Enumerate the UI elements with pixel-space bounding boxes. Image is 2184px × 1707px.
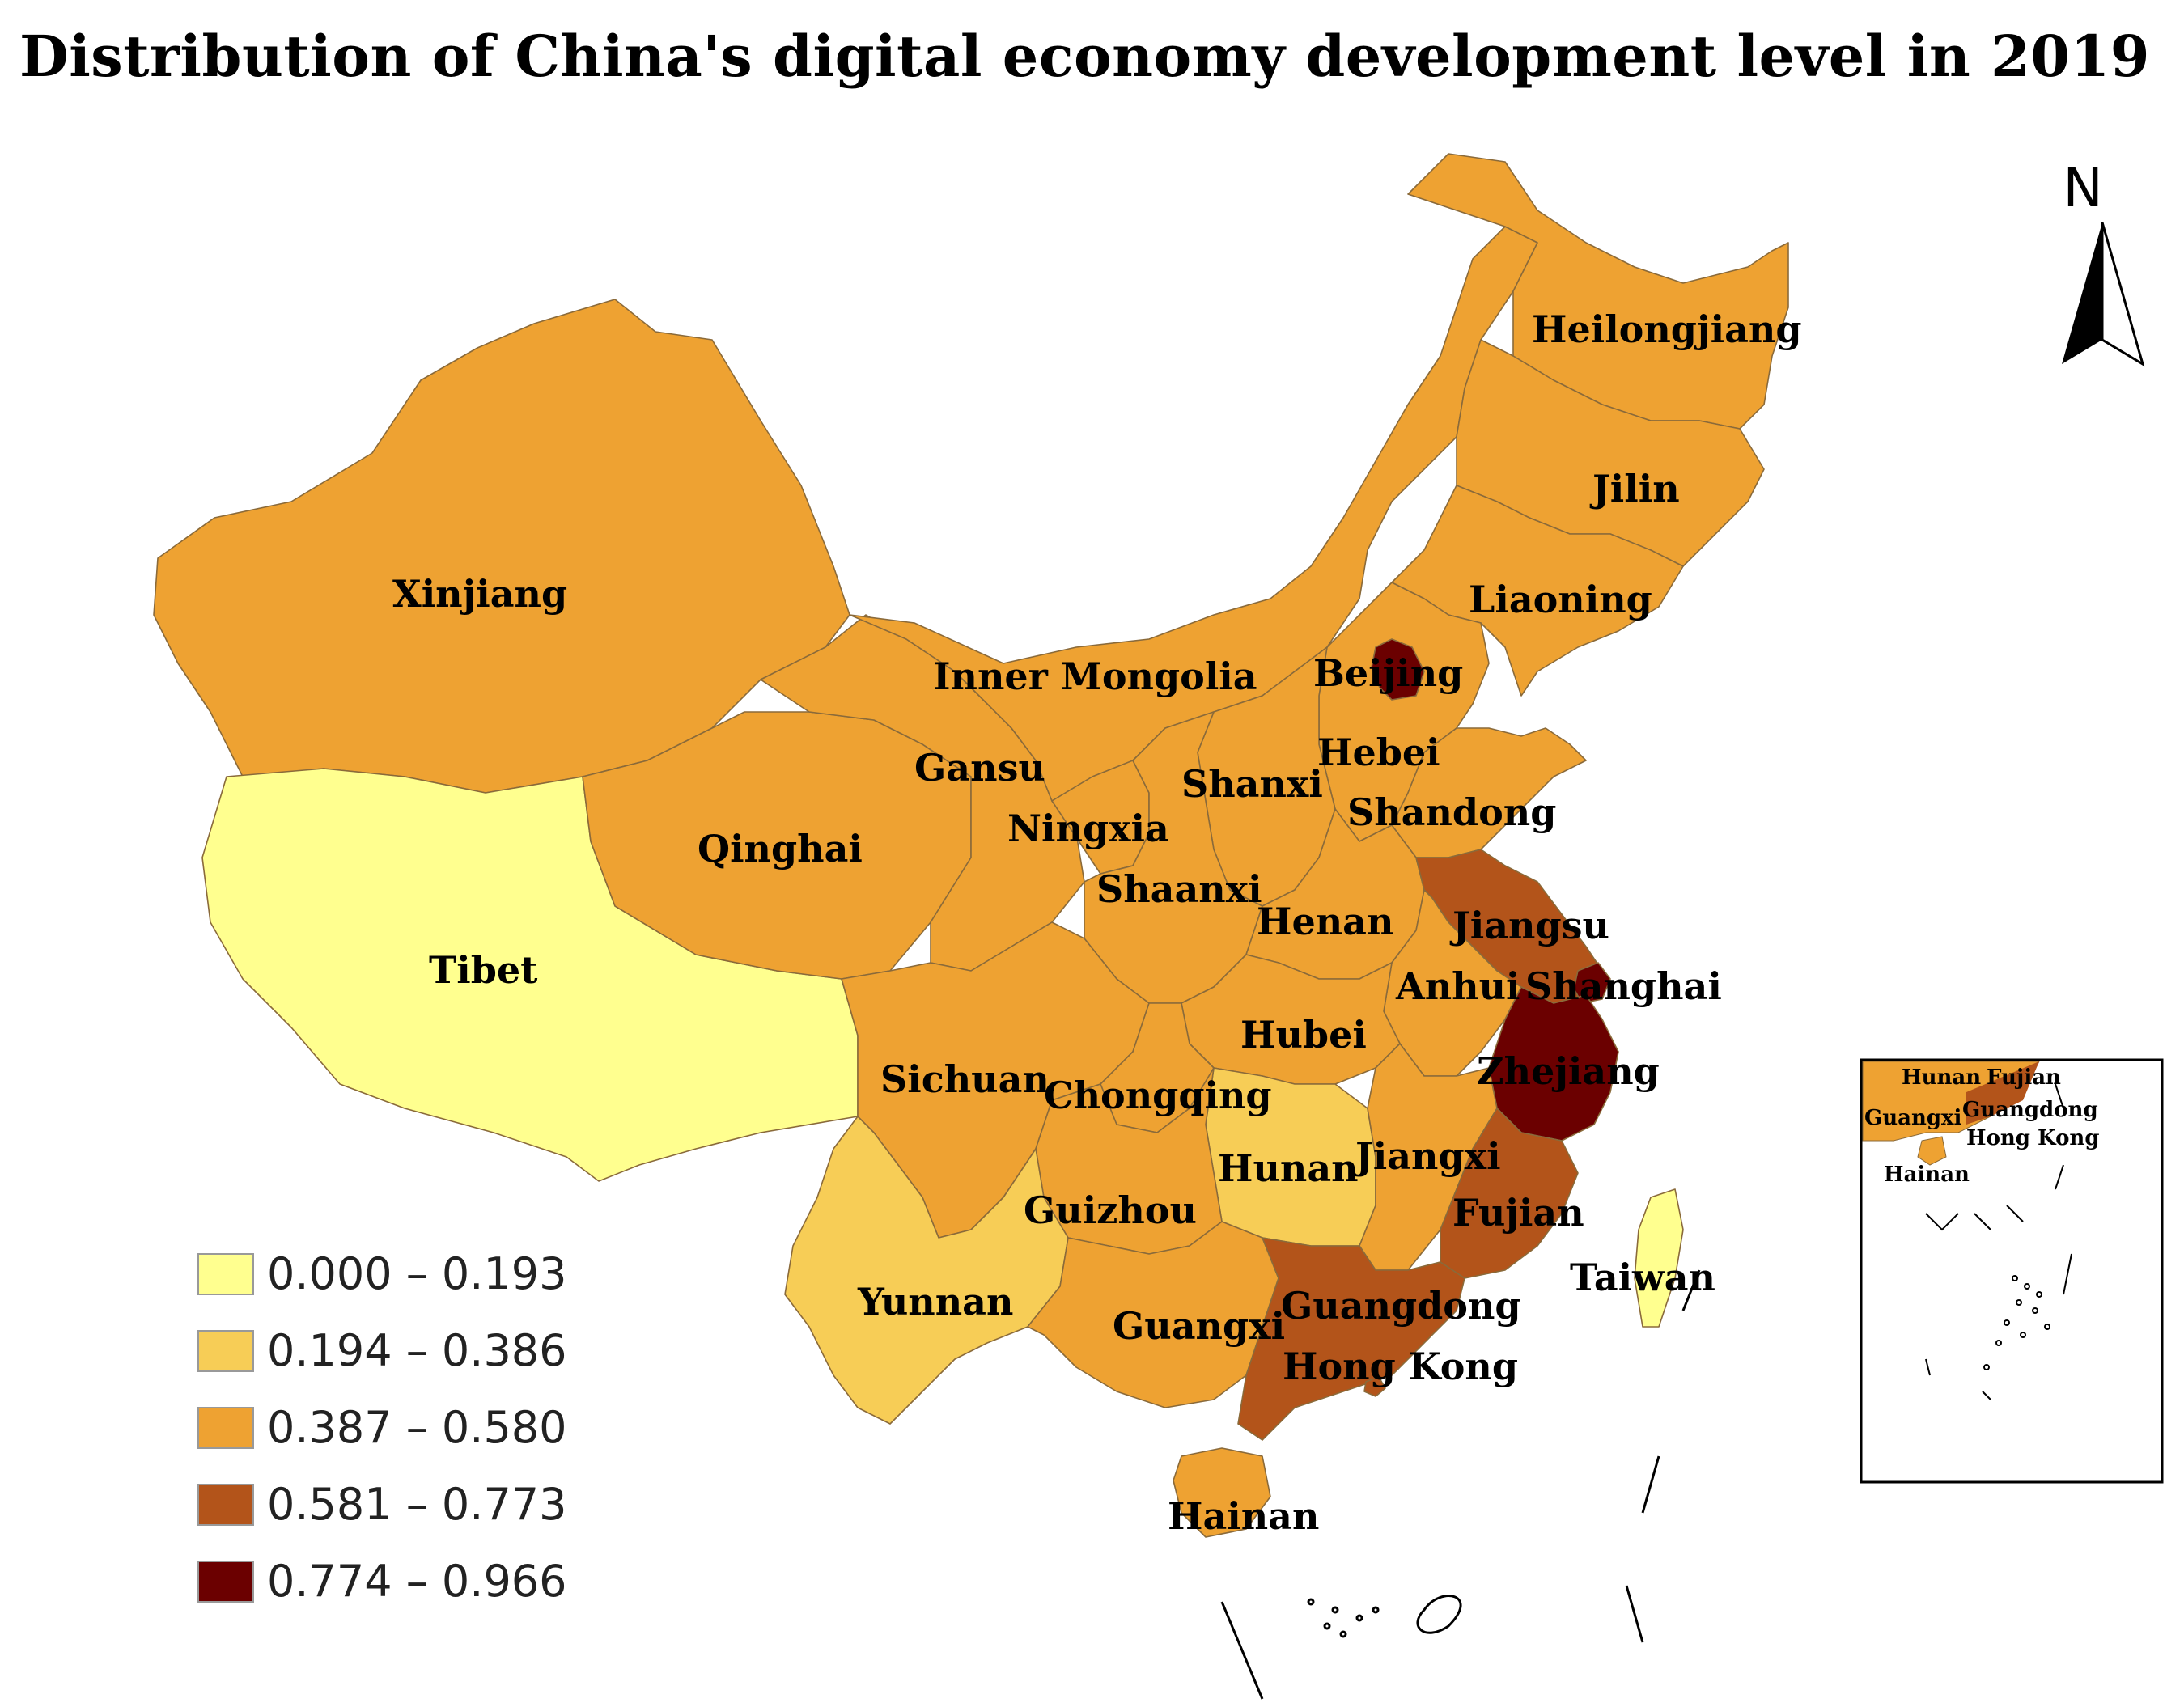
label-zhejiang: Zhejiang: [1477, 1049, 1660, 1093]
legend-item: 0.774 – 0.966: [197, 1556, 567, 1607]
label-shaanxi: Shaanxi: [1096, 867, 1262, 911]
label-tibet: Tibet: [429, 948, 538, 992]
north-arrow: N: [2062, 157, 2145, 367]
label-beijing: Beijing: [1313, 651, 1463, 695]
label-shanxi: Shanxi: [1181, 762, 1323, 806]
legend-item: 0.194 – 0.386: [197, 1325, 567, 1376]
label-inner-mongolia: Inner Mongolia: [933, 654, 1257, 698]
region-hong-kong: [1363, 1376, 1386, 1397]
inset-labels: Hunan Fujian Guangxi Guangdong Hong Kong…: [1864, 1065, 2100, 1187]
inset-label-guangxi: Guangxi: [1864, 1106, 1962, 1130]
legend-swatch: [197, 1407, 254, 1449]
legend-item: 0.387 – 0.580: [197, 1402, 567, 1453]
label-qinghai: Qinghai: [698, 827, 863, 870]
province-regions: [153, 153, 1789, 1538]
legend-swatch: [197, 1561, 254, 1603]
region-xinjiang: [153, 299, 850, 794]
label-ningxia: Ningxia: [1007, 807, 1169, 850]
inset-hainan: [1917, 1136, 1947, 1166]
label-anhui: Anhui: [1395, 964, 1520, 1008]
region-fujian: [1440, 1108, 1579, 1279]
legend: 0.000 – 0.193 0.194 – 0.386 0.387 – 0.58…: [197, 1248, 567, 1607]
legend-label: 0.000 – 0.193: [267, 1248, 567, 1299]
legend-label: 0.194 – 0.386: [267, 1325, 567, 1376]
inset-label-fujian: Fujian: [1987, 1065, 2061, 1090]
region-hainan: [1173, 1447, 1271, 1538]
inset-guangdong: [1966, 1061, 2039, 1125]
label-fujian: Fujian: [1452, 1191, 1584, 1235]
north-arrow-right-half: [2101, 222, 2145, 367]
label-henan: Henan: [1257, 900, 1393, 943]
inset-label-hunan: Hunan: [1902, 1065, 1981, 1090]
label-hainan: Hainan: [1168, 1494, 1319, 1538]
label-taiwan: Taiwan: [1570, 1256, 1715, 1299]
inset-label-guangdong: Guangdong: [1962, 1098, 2098, 1122]
label-jilin: Jilin: [1589, 467, 1680, 510]
south-china-sea-islands: [1220, 1269, 1701, 1700]
inset-map: [1860, 1058, 2164, 1484]
label-shanghai: Shanghai: [1525, 964, 1722, 1008]
legend-item: 0.581 – 0.773: [197, 1479, 567, 1530]
label-sichuan: Sichuan: [880, 1057, 1050, 1101]
label-xinjiang: Xinjiang: [392, 572, 567, 616]
legend-swatch: [197, 1330, 254, 1372]
label-shandong: Shandong: [1347, 790, 1556, 834]
inset-label-hainan: Hainan: [1884, 1163, 1970, 1187]
region-shanghai: [1573, 962, 1611, 1004]
north-label: N: [2063, 157, 2102, 219]
label-hong-kong: Hong Kong: [1283, 1345, 1518, 1388]
inset-label-hong-kong: Hong Kong: [1966, 1126, 2100, 1150]
label-liaoning: Liaoning: [1469, 578, 1652, 621]
legend-label: 0.774 – 0.966: [267, 1556, 567, 1607]
province-labels: Xinjiang Tibet Qinghai Gansu Inner Mongo…: [392, 307, 1802, 1538]
legend-item: 0.000 – 0.193: [197, 1248, 567, 1299]
label-jiangxi: Jiangxi: [1352, 1134, 1501, 1178]
label-guangdong: Guangdong: [1281, 1284, 1521, 1328]
label-hebei: Hebei: [1317, 731, 1440, 774]
label-gansu: Gansu: [914, 746, 1045, 790]
legend-swatch: [197, 1253, 254, 1295]
north-arrow-left-half: [2062, 222, 2102, 364]
label-guangxi: Guangxi: [1113, 1304, 1285, 1348]
legend-label: 0.387 – 0.580: [267, 1402, 567, 1453]
label-hunan: Hunan: [1218, 1146, 1359, 1190]
legend-swatch: [197, 1484, 254, 1526]
region-guangdong: [1237, 1237, 1465, 1441]
region-heilongjiang: [1407, 153, 1789, 430]
label-hubei: Hubei: [1240, 1013, 1367, 1057]
label-yunnan: Yunnan: [857, 1280, 1013, 1324]
label-jiangsu: Jiangsu: [1449, 904, 1609, 947]
map-title: Distribution of China's digital economy …: [19, 23, 2150, 90]
region-taiwan: [1634, 1188, 1684, 1328]
region-yunnan: [784, 1116, 1069, 1425]
label-heilongjiang: Heilongjiang: [1532, 307, 1802, 351]
label-guizhou: Guizhou: [1024, 1188, 1197, 1232]
region-beijing: [1371, 638, 1425, 701]
legend-label: 0.581 – 0.773: [267, 1479, 567, 1530]
label-chongqing: Chongqing: [1044, 1074, 1272, 1117]
